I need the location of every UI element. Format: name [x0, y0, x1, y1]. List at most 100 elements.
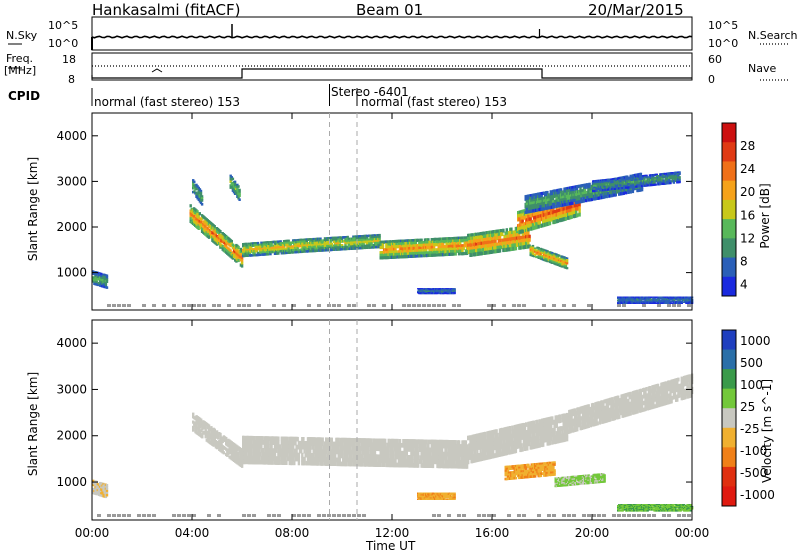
- power-cell: [335, 236, 338, 240]
- velocity-cell: [301, 452, 304, 458]
- power-cell: [671, 178, 674, 181]
- power-cell: [498, 239, 502, 243]
- power-colorbar-swatch: [722, 161, 736, 182]
- power-cell: [570, 215, 573, 219]
- power-cell: [440, 292, 444, 294]
- power-cell: [445, 288, 448, 291]
- power-cell: [211, 236, 214, 240]
- power-cell: [199, 220, 203, 225]
- power-cell: [614, 179, 618, 182]
- power-cell: [667, 301, 670, 303]
- power-cell: [401, 250, 404, 254]
- power-cell: [613, 187, 616, 190]
- power-cell: [363, 244, 366, 248]
- power-cell: [370, 240, 373, 243]
- power-cell: [673, 173, 677, 176]
- power-cell: [192, 207, 196, 211]
- power-cell: [676, 176, 679, 179]
- power-cell: [443, 253, 446, 257]
- power-cell: [647, 296, 651, 299]
- velocity-cell: [292, 444, 295, 450]
- freq-unit-label: [MHz]: [4, 64, 37, 77]
- power-cell: [430, 251, 433, 255]
- power-cell: [224, 242, 228, 246]
- power-cell: [273, 248, 277, 252]
- power-cell: [436, 242, 439, 247]
- power-cell: [609, 188, 612, 191]
- nave-tick-bottom: 0: [708, 73, 715, 86]
- power-cell: [197, 186, 200, 190]
- power-cell: [256, 241, 260, 245]
- power-cell: [200, 203, 204, 206]
- power-cell: [292, 241, 295, 244]
- power-cell: [669, 301, 672, 303]
- power-cell: [281, 244, 285, 247]
- velocity-data: [92, 373, 694, 517]
- power-cell: [494, 233, 497, 237]
- power-cell: [451, 247, 454, 251]
- power-cell: [96, 283, 99, 287]
- power-cell: [233, 186, 237, 190]
- power-cell: [590, 197, 594, 202]
- nsky-tick-bottom: 10^0: [48, 37, 79, 50]
- power-ground-cell: [247, 304, 251, 307]
- power-cell: [245, 242, 248, 246]
- power-cell: [538, 221, 541, 225]
- velocity-cell: [262, 448, 265, 453]
- velocity-cell: [351, 438, 354, 443]
- velocity-cell: [286, 436, 289, 442]
- velocity-cell: [210, 439, 213, 443]
- power-cell: [422, 243, 426, 247]
- velocity-cell: [331, 441, 335, 447]
- velocity-cell: [337, 437, 340, 443]
- power-cell: [600, 184, 603, 187]
- velocity-cell: [271, 460, 274, 465]
- power-cell: [653, 182, 656, 185]
- power-cell: [531, 206, 534, 210]
- power-cell: [621, 180, 624, 183]
- velocity-cell: [309, 445, 312, 450]
- power-cell: [628, 178, 631, 181]
- power-cell: [101, 275, 104, 278]
- power-cell: [540, 213, 544, 218]
- power-cell: [264, 243, 268, 246]
- power-cell: [564, 263, 568, 266]
- velocity-cell: [243, 435, 246, 441]
- power-cell: [378, 237, 381, 241]
- power-cell: [435, 288, 438, 290]
- velocity-cell: [360, 446, 363, 451]
- power-cell: [669, 300, 672, 303]
- power-cell: [689, 297, 693, 300]
- date-title: 20/Mar/2015: [588, 1, 684, 19]
- power-cell: [386, 240, 389, 244]
- velocity-cell: [361, 454, 364, 459]
- power-cell: [477, 232, 480, 237]
- velocity-cell: [261, 436, 264, 441]
- power-cell: [626, 299, 629, 302]
- power-frame: [91, 112, 693, 311]
- power-cell: [557, 204, 560, 208]
- power-cell: [325, 246, 328, 250]
- power-cell: [687, 296, 690, 299]
- power-cell: [229, 180, 232, 183]
- power-cell: [259, 253, 262, 256]
- power-ground-cell: [237, 304, 241, 307]
- velocity-cell: [197, 427, 201, 431]
- velocity-cell: [269, 448, 272, 453]
- power-cell: [603, 185, 606, 188]
- velocity-cell: [347, 449, 351, 455]
- power-ground-cell: [192, 304, 196, 307]
- power-cell: [239, 253, 243, 257]
- power-cell: [237, 185, 240, 188]
- power-cell: [219, 230, 222, 234]
- power-cell: [535, 222, 538, 226]
- power-cell: [237, 196, 240, 200]
- power-cell: [555, 204, 558, 208]
- power-cell: [196, 185, 199, 188]
- power-cell: [556, 194, 559, 198]
- power-cell: [575, 203, 578, 208]
- power-cell: [451, 291, 454, 293]
- power-cell: [482, 231, 486, 236]
- power-cell: [105, 278, 109, 281]
- velocity-cell: [294, 440, 297, 446]
